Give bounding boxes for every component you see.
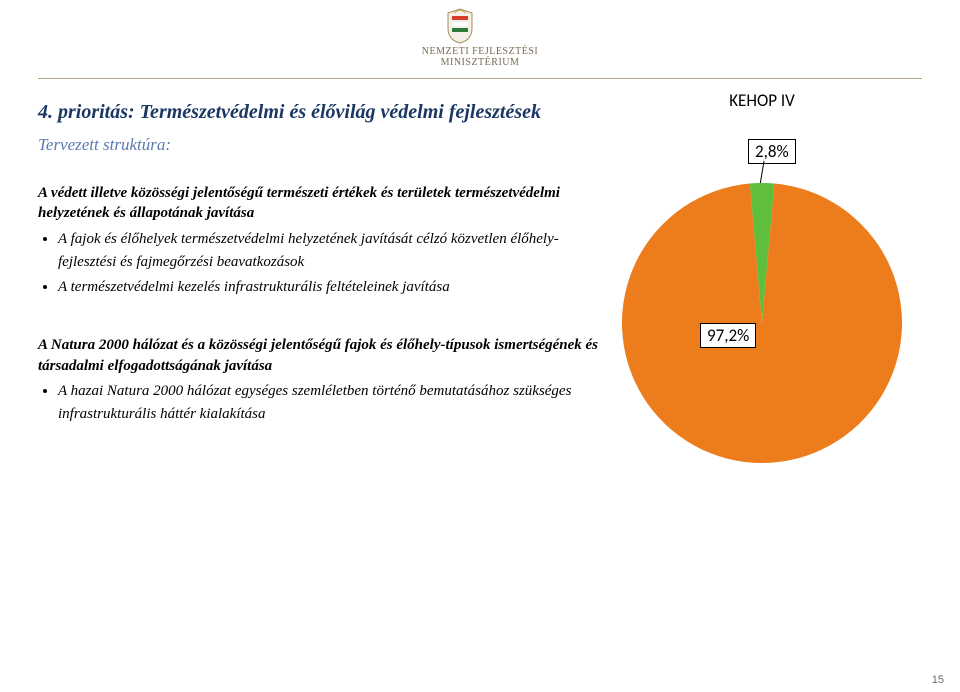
- ministry-line2: MINISZTÉRIUM: [441, 57, 520, 68]
- main-content: 4. prioritás: Természetvédelmi és élővil…: [38, 100, 922, 662]
- page-number: 15: [932, 674, 944, 686]
- header-divider: [38, 78, 922, 79]
- leader-line-small: [612, 113, 912, 193]
- section2-heading: A Natura 2000 hálózat és a közösségi jel…: [38, 335, 598, 376]
- ministry-line1: NEMZETI FEJLESZTÉSI: [422, 46, 538, 57]
- ministry-label: NEMZETI FEJLESZTÉSI MINISZTÉRIUM: [0, 46, 960, 68]
- crest-icon: [445, 8, 475, 44]
- pie-chart: [622, 183, 902, 463]
- section1-bullets: A fajok és élőhelyek természetvédelmi he…: [38, 228, 598, 300]
- callout-big-slice: 97,2%: [700, 323, 756, 348]
- text-column: 4. prioritás: Természetvédelmi és élővil…: [38, 100, 598, 446]
- pie-wrap: 2,8% 97,2%: [612, 113, 912, 473]
- list-item: A hazai Natura 2000 hálózat egységes sze…: [58, 380, 598, 427]
- section2: A Natura 2000 hálózat és a közösségi jel…: [38, 335, 598, 426]
- slide-title: 4. prioritás: Természetvédelmi és élővil…: [38, 100, 598, 125]
- section2-bullets: A hazai Natura 2000 hálózat egységes sze…: [38, 380, 598, 427]
- pie-chart-area: KEHOP IV 2,8% 97,2%: [592, 90, 932, 473]
- header: NEMZETI FEJLESZTÉSI MINISZTÉRIUM: [0, 0, 960, 75]
- list-item: A természetvédelmi kezelés infrastruktur…: [58, 276, 598, 299]
- chart-title: KEHOP IV: [592, 90, 932, 111]
- section1-heading: A védett illetve közösségi jelentőségű t…: [38, 183, 598, 224]
- list-item: A fajok és élőhelyek természetvédelmi he…: [58, 228, 598, 275]
- slide-subtitle: Tervezett struktúra:: [38, 135, 598, 155]
